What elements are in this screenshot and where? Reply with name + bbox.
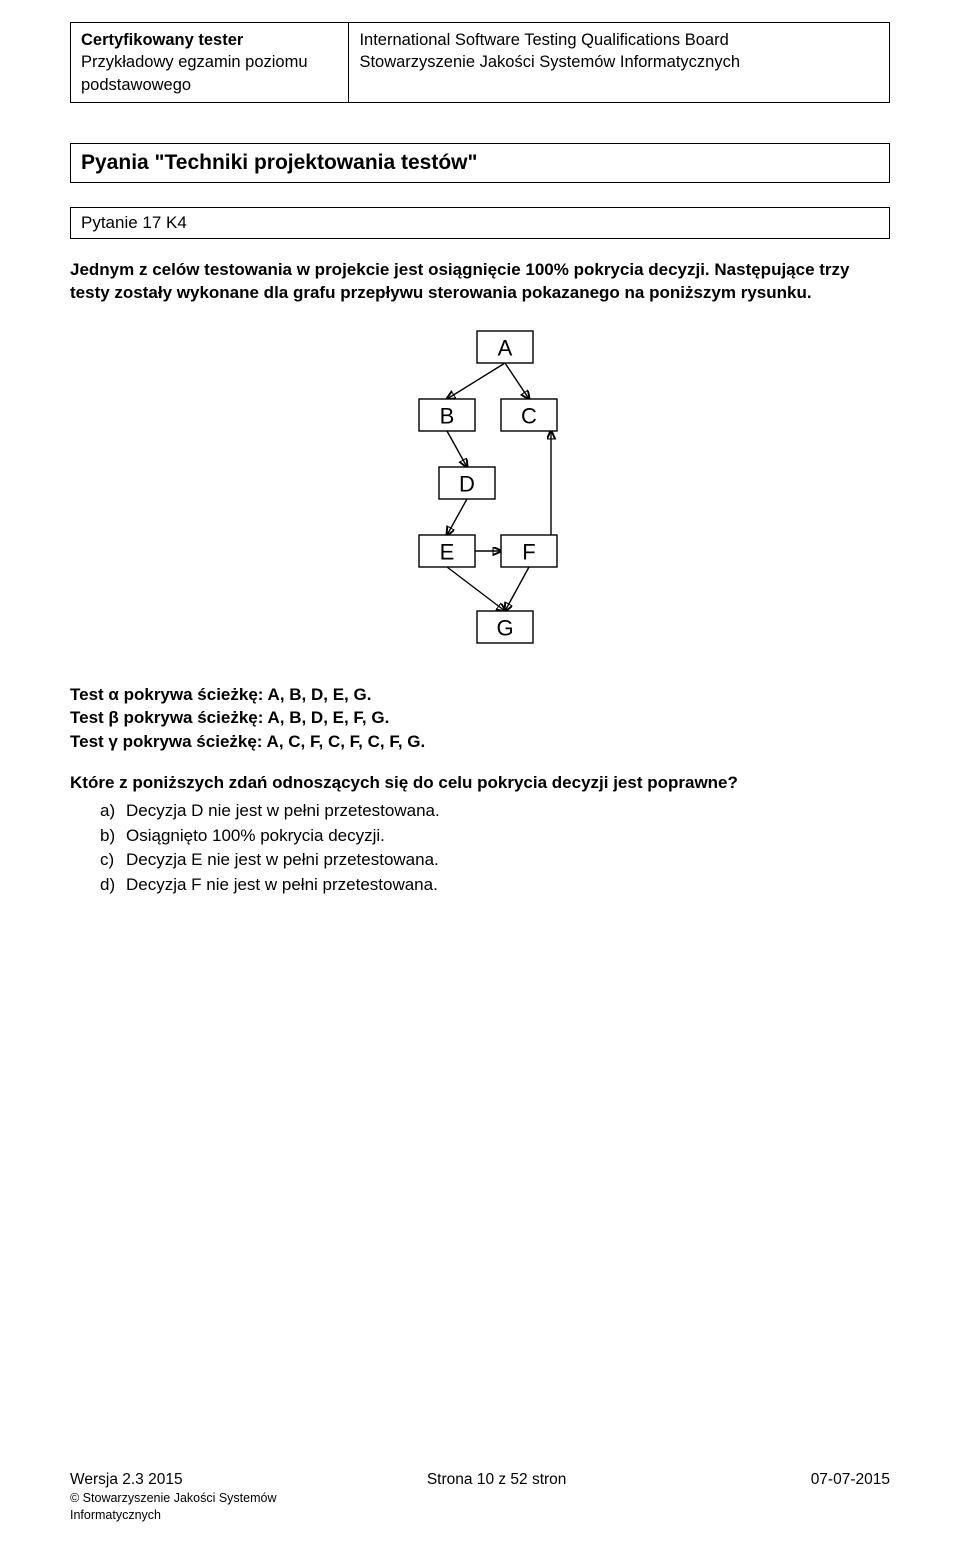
test-gamma: Test γ pokrywa ścieżkę: A, C, F, C, F, C…: [70, 730, 890, 754]
header-right-line1: International Software Testing Qualifica…: [359, 29, 879, 51]
answer-label: c): [100, 848, 126, 873]
question-prompt: Które z poniższych zdań odnoszących się …: [70, 772, 890, 795]
header-left-title: Certyfikowany tester: [81, 29, 338, 51]
answer-option: d)Decyzja F nie jest w pełni przetestowa…: [100, 873, 890, 898]
footer-date: 07-07-2015: [811, 1471, 890, 1489]
page-footer: Wersja 2.3 2015 Strona 10 z 52 stron 07-…: [70, 1471, 890, 1524]
answer-text: Decyzja F nie jest w pełni przetestowana…: [126, 873, 438, 898]
svg-text:D: D: [459, 471, 475, 496]
header-left-cell: Certyfikowany tester Przykładowy egzamin…: [71, 23, 349, 103]
header-right-cell: International Software Testing Qualifica…: [349, 23, 890, 103]
tests-block: Test α pokrywa ścieżkę: A, B, D, E, G. T…: [70, 683, 890, 754]
svg-text:C: C: [521, 403, 537, 428]
header-left-line3: podstawowego: [81, 74, 338, 96]
test-beta: Test β pokrywa ścieżkę: A, B, D, E, F, G…: [70, 706, 890, 730]
svg-text:F: F: [522, 539, 535, 564]
answer-text: Decyzja E nie jest w pełni przetestowana…: [126, 848, 439, 873]
answer-option: b)Osiągnięto 100% pokrycia decyzji.: [100, 824, 890, 849]
footer-copyright2: Informatycznych: [70, 1508, 890, 1524]
question-number-box: Pytanie 17 K4: [70, 207, 890, 239]
test-alpha: Test α pokrywa ścieżkę: A, B, D, E, G.: [70, 683, 890, 707]
answer-list: a)Decyzja D nie jest w pełni przetestowa…: [100, 799, 890, 898]
section-title: Pyania "Techniki projektowania testów": [70, 143, 890, 183]
footer-version: Wersja 2.3 2015: [70, 1471, 183, 1489]
answer-option: a)Decyzja D nie jest w pełni przetestowa…: [100, 799, 890, 824]
answer-label: d): [100, 873, 126, 898]
svg-text:A: A: [498, 335, 513, 360]
header-right-line2: Stowarzyszenie Jakości Systemów Informat…: [359, 51, 879, 73]
answer-label: b): [100, 824, 126, 849]
header-left-line2: Przykładowy egzamin poziomu: [81, 51, 338, 73]
svg-text:G: G: [496, 615, 513, 640]
svg-text:E: E: [440, 539, 455, 564]
answer-text: Osiągnięto 100% pokrycia decyzji.: [126, 824, 385, 849]
answer-text: Decyzja D nie jest w pełni przetestowana…: [126, 799, 440, 824]
answer-label: a): [100, 799, 126, 824]
intro-paragraph: Jednym z celów testowania w projekcie je…: [70, 259, 890, 305]
footer-copyright1: © Stowarzyszenie Jakości Systemów: [70, 1491, 890, 1507]
flowchart-diagram: A B C D E F G: [385, 327, 575, 665]
footer-page: Strona 10 z 52 stron: [427, 1471, 567, 1489]
answer-option: c)Decyzja E nie jest w pełni przetestowa…: [100, 848, 890, 873]
svg-text:B: B: [440, 403, 455, 428]
header-table: Certyfikowany tester Przykładowy egzamin…: [70, 22, 890, 103]
